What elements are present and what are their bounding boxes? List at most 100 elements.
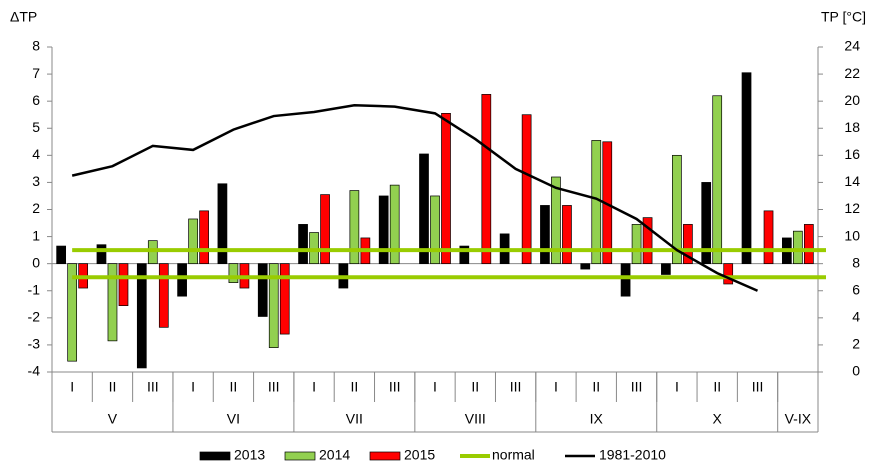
y2-tick-label: 2 [852, 336, 860, 352]
y-axis-title: ΔTP [10, 9, 37, 25]
bar [298, 224, 308, 265]
bar [683, 224, 693, 265]
bar [591, 140, 602, 265]
x-tick-label: II [713, 379, 721, 395]
legend-label: 2014 [319, 447, 350, 463]
bar [540, 205, 550, 265]
bar [56, 245, 67, 265]
x-tick-label: III [631, 379, 643, 395]
y-tick-label: -4 [28, 363, 41, 379]
bar [199, 210, 209, 265]
bar [389, 184, 400, 265]
bar [701, 182, 712, 265]
y2-tick-label: 8 [852, 254, 860, 270]
bar [118, 263, 129, 306]
y-tick-label: 4 [32, 146, 40, 162]
legend-swatch [284, 451, 316, 461]
bar [481, 94, 492, 265]
bar [521, 114, 532, 265]
x-tick-label: I [554, 379, 558, 395]
bar [158, 263, 169, 328]
x-tick-label: II [592, 379, 600, 395]
x-tick-label: I [312, 379, 316, 395]
y2-tick-label: 6 [852, 281, 860, 297]
x-group-label: IX [590, 411, 604, 427]
bar [107, 263, 118, 342]
x-tick-label: III [389, 379, 401, 395]
x-tick-label: I [191, 379, 195, 395]
y-tick-label: 3 [32, 173, 40, 189]
bar [441, 113, 451, 265]
bar [419, 153, 429, 265]
bar [803, 224, 814, 265]
y2-tick-label: 0 [852, 363, 860, 379]
bar [309, 232, 319, 265]
legend-label: normal [492, 447, 535, 463]
x-tick-label: III [510, 379, 522, 395]
y2-tick-label: 4 [852, 309, 860, 325]
x-tick-label: II [109, 379, 117, 395]
bar [661, 263, 671, 275]
bar [459, 245, 470, 265]
x-tick-label: II [471, 379, 479, 395]
y-tick-label: 0 [32, 254, 40, 270]
y-tick-label: 2 [32, 200, 40, 216]
y-tick-label: 5 [32, 119, 40, 135]
y2-tick-label: 10 [844, 227, 860, 243]
bar [147, 240, 158, 265]
bar [188, 218, 198, 265]
bar [712, 95, 723, 265]
bar [723, 263, 734, 285]
x-group-label: VIII [465, 411, 486, 427]
bar [631, 224, 642, 265]
legend-swatch [199, 451, 231, 461]
y2-tick-label: 16 [844, 146, 860, 162]
legend-label: 2013 [234, 447, 265, 463]
bar [580, 263, 591, 270]
legend-label: 2015 [404, 447, 435, 463]
y2-axis-title: TP [°C] [821, 9, 866, 25]
legend-label: 1981-2010 [599, 447, 666, 463]
bar [562, 205, 572, 265]
x-tick-label: I [70, 379, 74, 395]
y2-tick-label: 22 [844, 65, 860, 81]
bar [349, 190, 360, 265]
x-tick-label: II [350, 379, 358, 395]
y-tick-label: -1 [28, 281, 41, 297]
bar [257, 263, 268, 317]
bar [320, 194, 330, 265]
x-group-label: X [713, 411, 723, 427]
y2-tick-label: 14 [844, 173, 860, 189]
x-tick-label: II [230, 379, 238, 395]
y2-tick-label: 12 [844, 200, 860, 216]
bar [217, 183, 228, 265]
bar [763, 210, 774, 265]
y-tick-label: -3 [28, 336, 41, 352]
y2-tick-label: 20 [844, 92, 860, 108]
bar [268, 263, 279, 348]
bar [792, 230, 803, 265]
x-group-label: VI [227, 411, 240, 427]
x-tick-label: I [433, 379, 437, 395]
bar [672, 154, 682, 265]
y-tick-label: 6 [32, 92, 40, 108]
y-tick-label: 7 [32, 65, 40, 81]
bar [378, 195, 389, 265]
y-tick-label: -2 [28, 309, 41, 325]
bar [642, 217, 653, 265]
bar [67, 263, 78, 362]
x-group-label: V [108, 411, 118, 427]
bar [620, 263, 631, 297]
bar [741, 72, 752, 265]
x-group-label: VII [346, 411, 363, 427]
x-tick-label: III [752, 379, 764, 395]
bar [177, 263, 187, 297]
x-group-label: V-IX [785, 411, 812, 427]
bar [551, 176, 561, 265]
bar [228, 263, 239, 283]
bar [430, 195, 440, 265]
bar [279, 263, 290, 335]
x-tick-label: III [268, 379, 280, 395]
x-tick-label: III [147, 379, 159, 395]
